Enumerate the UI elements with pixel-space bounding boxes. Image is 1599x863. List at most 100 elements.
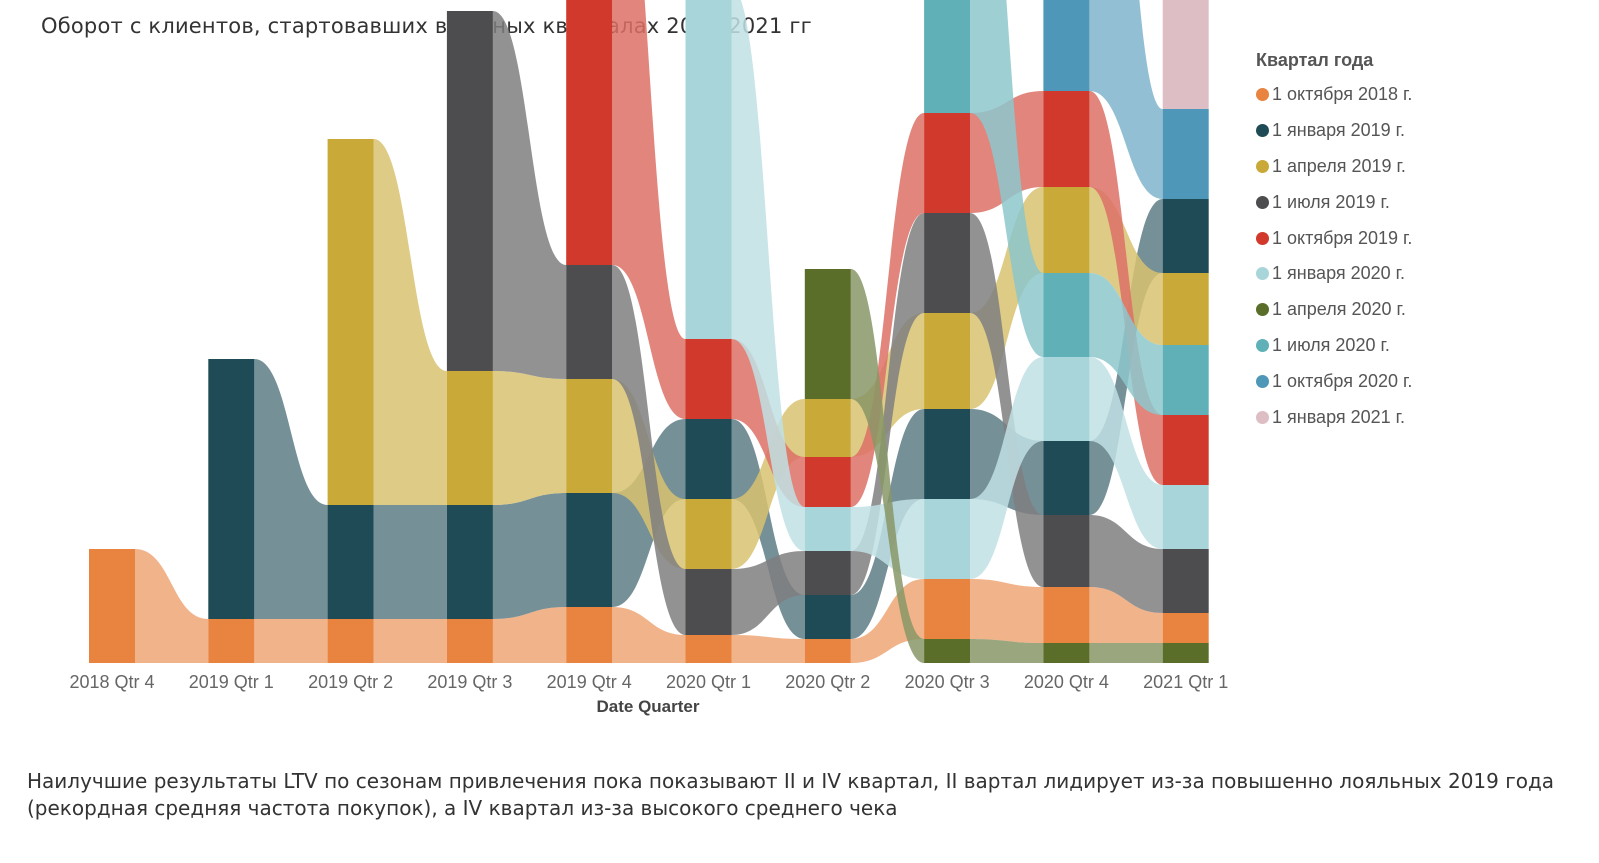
column-segment[interactable] <box>566 607 613 663</box>
legend-dot-icon <box>1256 374 1269 388</box>
column-segment[interactable] <box>1162 199 1209 273</box>
x-axis-title: Date Quarter <box>597 697 700 716</box>
ribbon <box>970 357 1044 579</box>
legend-dot-icon <box>1256 410 1269 424</box>
x-tick-label: 2019 Qtr 3 <box>427 672 512 692</box>
ribbon <box>731 399 805 569</box>
legend-items: 1 октября 2018 г. 1 января 2019 г. 1 апрел… <box>1256 77 1412 435</box>
column-segment[interactable] <box>804 399 851 457</box>
column-segment[interactable] <box>685 339 732 419</box>
column-segment[interactable] <box>1043 91 1090 187</box>
column-segment[interactable] <box>924 639 971 663</box>
column-segment[interactable] <box>804 457 851 507</box>
legend-item[interactable]: 1 июля 2019 г. <box>1256 184 1412 220</box>
column-segment[interactable] <box>566 493 613 607</box>
column-segment[interactable] <box>1162 549 1209 613</box>
ribbon <box>1089 0 1163 199</box>
ribbon <box>970 579 1044 643</box>
x-tick-label: 2018 Qtr 4 <box>69 672 154 692</box>
column-segment[interactable] <box>1162 0 1209 109</box>
column-segment[interactable] <box>1043 0 1090 91</box>
ribbon <box>970 639 1044 663</box>
column-segment[interactable] <box>208 619 255 663</box>
column-segment[interactable] <box>924 499 971 579</box>
commentary-text: Наилучшие результаты LTV по сезонам прив… <box>27 769 1555 820</box>
ribbon <box>1089 587 1163 643</box>
column-segment[interactable] <box>1162 345 1209 415</box>
legend-label: 1 апреля 2019 г. <box>1272 155 1406 176</box>
column-segment[interactable] <box>924 113 971 213</box>
column-segment[interactable] <box>1162 273 1209 345</box>
column-segment[interactable] <box>566 265 613 379</box>
ribbon-chart: 2018 Qtr 4 2019 Qtr 1 2019 Qtr 2 2019 Qtr 3… <box>69 0 1228 716</box>
legend-item[interactable]: 1 января 2019 г. <box>1256 113 1412 149</box>
column-segment[interactable] <box>804 507 851 551</box>
column-segment[interactable] <box>566 379 613 493</box>
column-segment[interactable] <box>327 505 374 619</box>
column-segment[interactable] <box>327 619 374 663</box>
column-segment[interactable] <box>685 569 732 635</box>
column-segment[interactable] <box>924 213 971 313</box>
ribbon <box>731 551 805 635</box>
x-tick-label: 2020 Qtr 3 <box>905 672 990 692</box>
column-segment[interactable] <box>327 139 374 505</box>
column-segment[interactable] <box>924 409 971 499</box>
column-segment[interactable] <box>1043 643 1090 663</box>
legend-item[interactable]: 1 апреля 2020 г. <box>1256 292 1412 328</box>
legend-item[interactable]: 1 июля 2020 г. <box>1256 328 1412 364</box>
column-segment[interactable] <box>446 11 493 371</box>
column-segment[interactable] <box>804 269 851 399</box>
ribbon <box>135 549 209 663</box>
ribbon <box>612 265 686 635</box>
legend-item[interactable]: 1 апреля 2019 г. <box>1256 149 1412 185</box>
legend: Квартал года 1 октября 2018 г. 1 января 2… <box>1256 50 1412 435</box>
legend-dot-icon <box>1256 338 1269 352</box>
column-segment[interactable] <box>924 313 971 409</box>
column-segment[interactable] <box>1162 415 1209 485</box>
column-segment[interactable] <box>566 0 613 265</box>
column-segment[interactable] <box>804 595 851 639</box>
column-segment[interactable] <box>1043 515 1090 587</box>
legend-dot-icon <box>1256 231 1269 245</box>
column-segment[interactable] <box>685 419 732 499</box>
column-segment[interactable] <box>1162 485 1209 549</box>
legend-item[interactable]: 1 октября 2019 г. <box>1256 220 1412 256</box>
legend-dot-icon <box>1256 88 1269 102</box>
legend-dot-icon <box>1256 303 1269 317</box>
column-segment[interactable] <box>1162 109 1209 199</box>
ribbon <box>612 0 686 419</box>
ribbon <box>1089 357 1163 549</box>
column-segment[interactable] <box>1043 587 1090 643</box>
column-segment[interactable] <box>1043 441 1090 515</box>
column-segment[interactable] <box>1043 273 1090 357</box>
column-segment[interactable] <box>1043 357 1090 441</box>
ribbon <box>970 0 1044 357</box>
column-segment[interactable] <box>1043 187 1090 273</box>
legend-dot-icon <box>1256 267 1269 281</box>
legend-label: 1 января 2019 г. <box>1272 120 1406 141</box>
x-tick-label: 2020 Qtr 2 <box>785 672 870 692</box>
column-segment[interactable] <box>1162 643 1209 663</box>
column-segment[interactable] <box>924 0 971 113</box>
column-segment[interactable] <box>685 499 732 569</box>
ribbon <box>492 371 567 505</box>
column-segment[interactable] <box>208 359 255 619</box>
column-segment[interactable] <box>685 0 732 339</box>
column-segment[interactable] <box>804 551 851 595</box>
column-segment[interactable] <box>1162 613 1209 643</box>
legend-item[interactable]: 1 октября 2020 г. <box>1256 363 1412 399</box>
column-segment[interactable] <box>446 619 493 663</box>
legend-label: 1 октября 2019 г. <box>1272 227 1413 248</box>
legend-item[interactable]: 1 января 2021 г. <box>1256 399 1412 435</box>
column-segment[interactable] <box>685 635 732 663</box>
column-segment[interactable] <box>89 549 135 663</box>
ribbon <box>612 607 686 663</box>
legend-item[interactable]: 1 октября 2018 г. <box>1256 77 1412 113</box>
column-segment[interactable] <box>804 639 851 663</box>
column-segment[interactable] <box>446 505 493 619</box>
column-segment[interactable] <box>924 579 971 639</box>
x-tick-label: 2019 Qtr 4 <box>547 672 632 692</box>
legend-item[interactable]: 1 января 2020 г. <box>1256 256 1412 292</box>
column-segment[interactable] <box>446 371 493 505</box>
x-tick-label: 2021 Qtr 1 <box>1143 672 1228 692</box>
